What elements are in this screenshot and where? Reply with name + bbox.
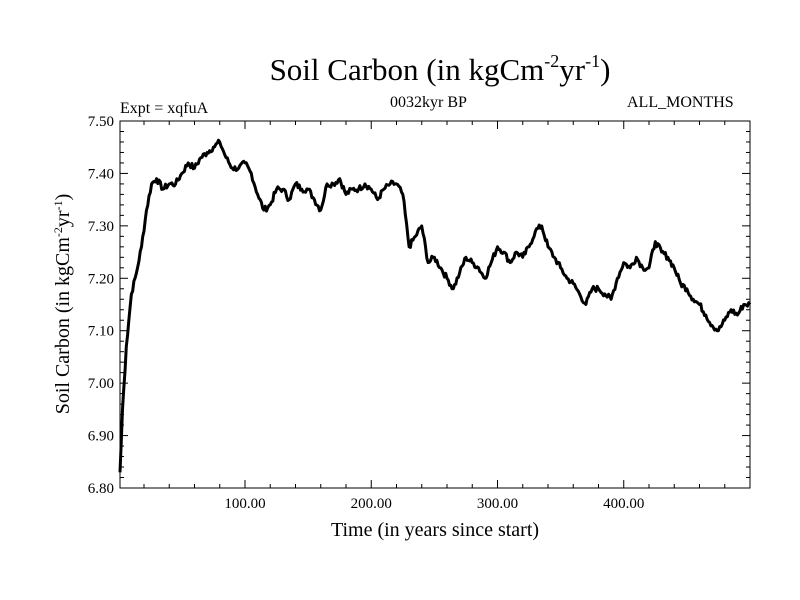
x-tick-label: 400.00	[603, 496, 644, 512]
axis-ticks	[120, 120, 750, 489]
x-tick-label: 100.00	[224, 496, 265, 512]
x-axis-title: Time (in years since start)	[331, 519, 539, 541]
season-label: ALL_MONTHS	[627, 94, 734, 111]
y-tick-label: 6.90	[88, 429, 114, 445]
y-tick-label: 7.20	[88, 271, 114, 287]
experiment-label: Expt = xqfuA	[120, 100, 209, 117]
y-axis-title-sup2: -1	[51, 200, 65, 210]
title-superscript-2: -1	[585, 51, 601, 71]
series-line-soil-carbon	[118, 138, 752, 473]
y-tick-label: 7.50	[88, 114, 114, 130]
plot-frame	[119, 120, 751, 489]
x-tick-label: 300.00	[477, 496, 518, 512]
y-axis-title: Soil Carbon (in kgCm-2yr-1)	[51, 194, 74, 415]
y-tick-label: 7.10	[88, 324, 114, 340]
chart-title: Soil Carbon (in kgCm-2yr-1)	[0, 52, 800, 88]
title-end: )	[600, 52, 611, 87]
x-tick-label: 200.00	[351, 496, 392, 512]
y-tick-label: 6.80	[88, 481, 114, 497]
y-axis-title-sup1: -2	[51, 227, 65, 237]
y-tick-label: 7.40	[88, 166, 114, 182]
y-axis-title-c: )	[52, 194, 74, 201]
y-tick-label: 7.00	[88, 376, 114, 392]
axis-tick-labels: 6.80 6.90 7.00 7.10 7.20 7.30 7.40 7.50 100.00 20…	[88, 114, 645, 512]
y-axis-title-a: Soil Carbon (in kgCm	[52, 237, 74, 415]
y-tick-label: 7.30	[88, 219, 114, 235]
title-superscript-1: -2	[544, 51, 560, 71]
title-main: Soil Carbon (in kgCm	[269, 52, 545, 87]
y-axis-title-b: yr	[52, 210, 74, 227]
title-mid: yr	[559, 52, 586, 87]
period-label: 0032kyr BP	[390, 94, 467, 111]
